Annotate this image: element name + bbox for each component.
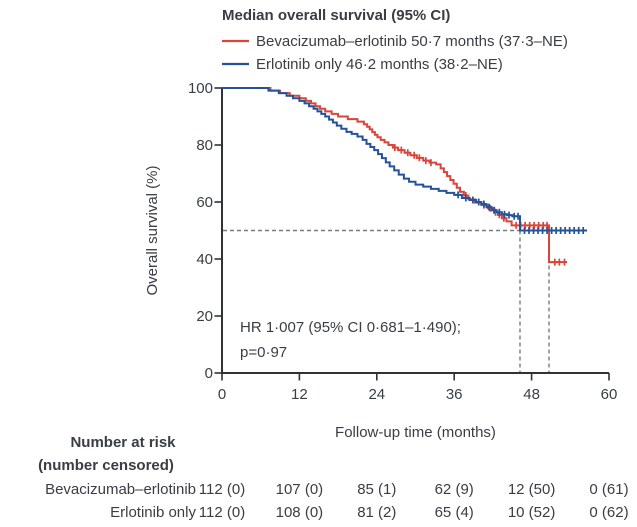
y-tick-label-60: 60: [196, 194, 213, 211]
x-tick-label-12: 12: [291, 386, 308, 403]
series-bevacizumab-erlotinib: [222, 87, 568, 266]
risk-value: 10 (52): [508, 504, 556, 521]
risk-value: 0 (62): [589, 504, 628, 521]
risk-value: 62 (9): [435, 481, 474, 498]
x-axis-title: Follow-up time (months): [335, 424, 496, 441]
risk-table-header-line1: Number at risk: [70, 434, 176, 451]
legend-title: Median overall survival (95% CI): [222, 7, 450, 24]
risk-value: 0 (61): [589, 481, 628, 498]
series-erlotinib-only: [222, 87, 588, 234]
hr-annotation-line2: p=0·97: [240, 344, 287, 361]
x-tick-label-0: 0: [218, 386, 226, 403]
x-tick-label-48: 48: [523, 386, 540, 403]
y-tick-label-0: 0: [205, 365, 213, 382]
risk-value: 107 (0): [276, 481, 324, 498]
risk-value: 112 (0): [199, 504, 245, 521]
risk-value: 12 (50): [508, 481, 556, 498]
y-tick-label-40: 40: [196, 251, 213, 268]
hr-annotation-line1: HR 1·007 (95% CI 0·681–1·490);: [240, 319, 461, 336]
x-tick-label-36: 36: [446, 386, 463, 403]
y-axis-title: Overall survival (%): [144, 165, 161, 295]
risk-value: 108 (0): [276, 504, 324, 521]
risk-value: 85 (1): [357, 481, 396, 498]
legend-label-erlotinib-only: Erlotinib only 46·2 months (38·2–NE): [256, 56, 503, 73]
risk-table-header-line2: (number censored): [38, 457, 174, 474]
risk-value: 81 (2): [357, 504, 396, 521]
x-tick-label-24: 24: [368, 386, 385, 403]
legend-label-bevacizumab-erlotinib: Bevacizumab–erlotinib 50·7 months (37·3–…: [256, 33, 568, 50]
x-tick-label-60: 60: [601, 386, 618, 403]
y-tick-label-20: 20: [196, 308, 213, 325]
risk-value: 112 (0): [199, 481, 245, 498]
y-tick-label-80: 80: [196, 137, 213, 154]
plot-axes: [214, 87, 610, 381]
risk-value: 65 (4): [435, 504, 474, 521]
y-tick-label-100: 100: [188, 80, 213, 97]
risk-row-label-erlotinib-only: Erlotinib only: [110, 504, 196, 521]
survival-curves: [222, 87, 588, 266]
risk-row-label-bevacizumab-erlotinib: Bevacizumab–erlotinib: [45, 481, 196, 498]
